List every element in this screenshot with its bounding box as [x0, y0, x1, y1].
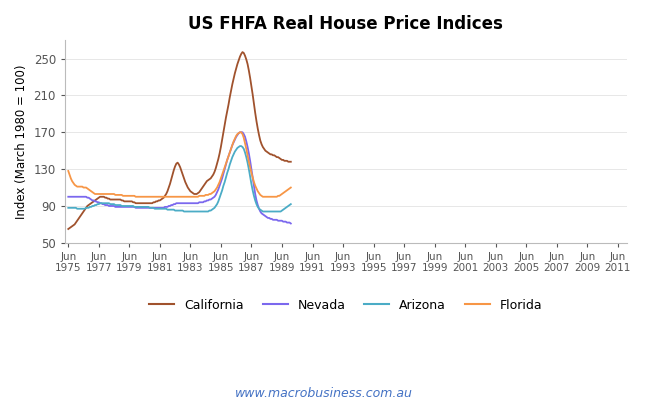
Florida	[236, 130, 244, 135]
Nevada	[65, 194, 72, 199]
California	[239, 50, 247, 55]
Arizona	[138, 204, 146, 209]
California	[287, 159, 294, 164]
Arizona	[192, 209, 199, 214]
Nevada	[138, 205, 146, 210]
Arizona	[65, 205, 72, 210]
California	[74, 217, 82, 221]
California	[65, 227, 72, 231]
California	[138, 201, 146, 206]
Nevada	[190, 201, 198, 206]
California	[102, 195, 109, 200]
Florida	[132, 194, 140, 199]
Title: US FHFA Real House Price Indices: US FHFA Real House Price Indices	[188, 15, 503, 33]
Nevada	[236, 130, 244, 135]
Florida	[274, 194, 282, 198]
Florida	[287, 185, 294, 190]
Florida	[139, 194, 147, 199]
Arizona	[83, 205, 91, 210]
Arizona	[180, 209, 188, 214]
Arizona	[274, 209, 282, 214]
Arizona	[74, 206, 82, 211]
Nevada	[102, 203, 109, 208]
Nevada	[83, 195, 91, 200]
Line: California: California	[69, 52, 291, 229]
Line: Arizona: Arizona	[69, 146, 291, 212]
Y-axis label: Index (March 1980 = 100): Index (March 1980 = 100)	[15, 64, 28, 219]
Nevada	[287, 221, 294, 226]
Text: www.macrobusiness.com.au: www.macrobusiness.com.au	[235, 387, 412, 400]
Line: Florida: Florida	[69, 132, 291, 197]
Florida	[192, 194, 199, 199]
Arizona	[102, 201, 109, 206]
California	[83, 204, 91, 208]
Legend: California, Nevada, Arizona, Florida: California, Nevada, Arizona, Florida	[144, 294, 547, 317]
Florida	[102, 191, 109, 196]
Florida	[65, 168, 72, 173]
Florida	[83, 186, 91, 191]
California	[273, 155, 281, 160]
California	[190, 191, 198, 196]
Arizona	[236, 144, 244, 149]
Line: Nevada: Nevada	[69, 132, 291, 223]
Arizona	[287, 202, 294, 206]
Florida	[74, 184, 82, 189]
Nevada	[74, 194, 82, 199]
Nevada	[273, 217, 281, 222]
